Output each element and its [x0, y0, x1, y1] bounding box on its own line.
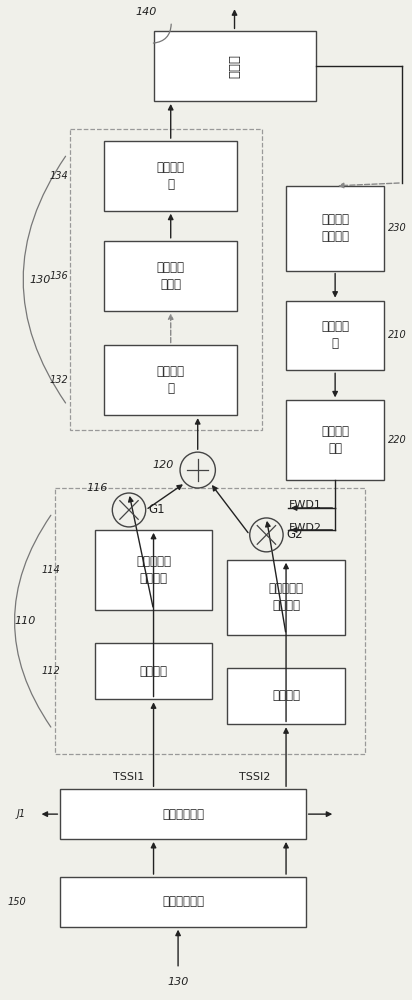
- Text: 基带处理接口: 基带处理接口: [162, 808, 204, 821]
- Bar: [105, 241, 237, 311]
- Bar: [95, 530, 213, 610]
- Bar: [105, 345, 237, 415]
- Text: FWD2: FWD2: [289, 523, 322, 533]
- Text: 数字预失真
处理单元: 数字预失真 处理单元: [269, 582, 304, 612]
- Bar: [55, 488, 365, 754]
- Text: 总增益调
整装置: 总增益调 整装置: [157, 261, 185, 291]
- Text: 130: 130: [167, 977, 189, 987]
- Bar: [227, 668, 345, 724]
- Text: 134: 134: [49, 171, 68, 181]
- Bar: [286, 186, 384, 271]
- Text: 130: 130: [29, 275, 50, 285]
- Text: 模数转换
器: 模数转换 器: [321, 320, 349, 350]
- Bar: [105, 141, 237, 211]
- Text: 反馈增益
调整装置: 反馈增益 调整装置: [321, 213, 349, 243]
- Text: 220: 220: [388, 435, 407, 445]
- Text: G1: G1: [149, 503, 165, 516]
- Text: 120: 120: [153, 460, 174, 470]
- Text: 136: 136: [49, 271, 68, 281]
- Text: FWD1: FWD1: [289, 500, 322, 510]
- Text: 削峰单元: 削峰单元: [272, 689, 300, 702]
- Text: 削峰单元: 削峰单元: [140, 665, 168, 678]
- Bar: [154, 31, 316, 101]
- Text: 210: 210: [388, 330, 407, 340]
- Text: 变频滤波
模块: 变频滤波 模块: [321, 425, 349, 455]
- Text: 150: 150: [7, 897, 26, 907]
- Bar: [227, 560, 345, 635]
- Bar: [95, 643, 213, 699]
- Text: 114: 114: [42, 565, 60, 575]
- Text: TSSI2: TSSI2: [239, 772, 270, 782]
- Text: J1: J1: [17, 809, 26, 819]
- Text: 140: 140: [135, 7, 157, 17]
- Bar: [286, 301, 384, 370]
- Bar: [60, 789, 306, 839]
- Text: 116: 116: [86, 483, 108, 493]
- Text: 光口处理电路: 光口处理电路: [162, 895, 204, 908]
- Text: 数模转换
器: 数模转换 器: [157, 365, 185, 395]
- Text: 112: 112: [42, 666, 60, 676]
- Text: 数字预失真
处理单元: 数字预失真 处理单元: [136, 555, 171, 585]
- Text: TSSI1: TSSI1: [113, 772, 145, 782]
- Text: 耦合器: 耦合器: [228, 54, 241, 78]
- Text: 110: 110: [14, 616, 36, 626]
- Text: 功率放大
器: 功率放大 器: [157, 161, 185, 191]
- Bar: [70, 129, 262, 430]
- Bar: [60, 877, 306, 927]
- Text: 132: 132: [49, 375, 68, 385]
- Text: G2: G2: [286, 528, 303, 541]
- Text: 230: 230: [388, 223, 407, 233]
- Bar: [286, 400, 384, 480]
